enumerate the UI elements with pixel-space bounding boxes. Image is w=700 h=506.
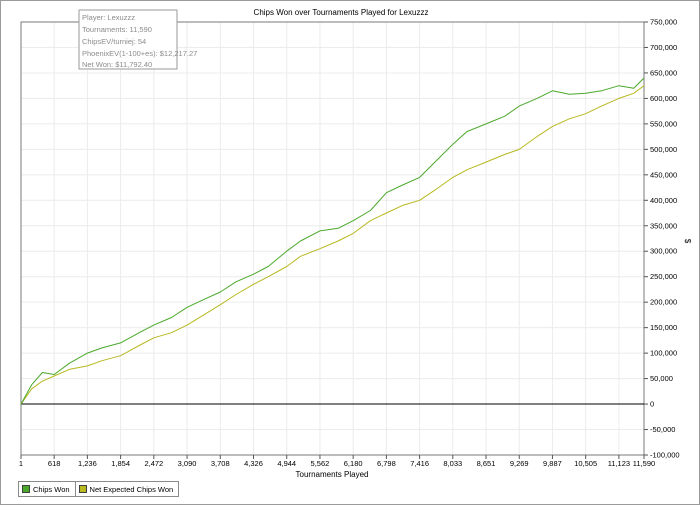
x-tick-label: 10,505 [574,459,597,468]
legend-item-chips-won: Chips Won [19,482,75,496]
x-tick-label: 9,269 [510,459,529,468]
x-tick-label: 1,854 [111,459,130,468]
x-tick-label: 4,944 [277,459,296,468]
x-tick-label: 2,472 [144,459,163,468]
info-player: Player: Lexuzzz [82,13,135,22]
x-tick-label: 11,123 [608,459,630,468]
info-box: Player: Lexuzzz Tournaments: 11,590 Chip… [78,9,197,70]
x-tick-label: 6,180 [344,459,363,468]
y-tick-label: 400,000 [650,196,677,205]
x-tick-label: 8,651 [477,459,496,468]
y-axis: 750,000 700,000 650,000 600,000 550,000 500,0… [644,18,680,460]
y-tick-label: 700,000 [650,43,677,52]
x-tick-label: 3,708 [211,459,230,468]
y-tick-label: 0 [650,400,654,409]
y-tick-label: 500,000 [650,145,677,154]
legend-item-net-expected: Net Expected Chips Won [74,482,179,496]
info-chipsev: ChipsEV/turniej: 54 [82,37,146,46]
y-tick-label: -50,000 [650,425,675,434]
x-tick-label: 3,090 [178,459,197,468]
y-tick-label: 350,000 [650,221,677,230]
y-tick-label: 650,000 [650,68,677,77]
chart-title: Chips Won over Tournaments Played for Le… [254,8,429,17]
y-tick-label: -100,000 [650,451,680,460]
y-tick-label: 750,000 [650,18,677,27]
series-lines [20,77,645,405]
info-tournaments: Tournaments: 11,590 [82,25,152,34]
y-tick-label: 300,000 [650,247,677,256]
series-line-chips-won [20,77,645,405]
y-tick-label: 100,000 [650,349,677,358]
y-tick-label: 450,000 [650,170,677,179]
legend-label: Chips Won [33,484,70,494]
y-tick-label: 150,000 [650,323,677,332]
info-net-won: Net Won: $11,792.40 [82,60,152,69]
x-tick-label: 6,798 [377,459,396,468]
y-tick-label: 550,000 [650,119,677,128]
y-tick-label: 600,000 [650,94,677,103]
x-tick-label: 8,033 [443,459,462,468]
x-tick-label: 9,887 [543,459,562,468]
y-axis-title: $ [683,239,692,244]
x-tick-label: 5,562 [311,459,330,468]
gridlines [20,21,645,456]
x-tick-label: 1 [19,459,23,468]
x-tick-label: 618 [48,459,61,468]
legend-swatch [22,485,30,493]
info-phoenixev: PhoenixEV(1-100+es): $12,217.27 [82,49,197,58]
x-axis-title: Tournaments Played [296,470,369,479]
x-tick-label: 11,590 [633,459,655,468]
x-axis: 1 618 1,236 1,854 2,472 3,090 3,708 4,326 4,944 5… [19,455,655,468]
legend-label: Net Expected Chips Won [89,484,174,494]
x-tick-label: 4,326 [244,459,263,468]
y-tick-label: 250,000 [650,272,677,281]
x-tick-label: 1,236 [78,459,97,468]
series-line-net-expected-chips-won [20,85,645,405]
y-tick-label: 200,000 [650,298,677,307]
legend: Chips Won Net Expected Chips Won [18,481,180,497]
x-tick-label: 7,416 [410,459,429,468]
legend-swatch [78,485,87,493]
y-tick-label: 50,000 [650,374,673,383]
plot-area [20,21,645,456]
